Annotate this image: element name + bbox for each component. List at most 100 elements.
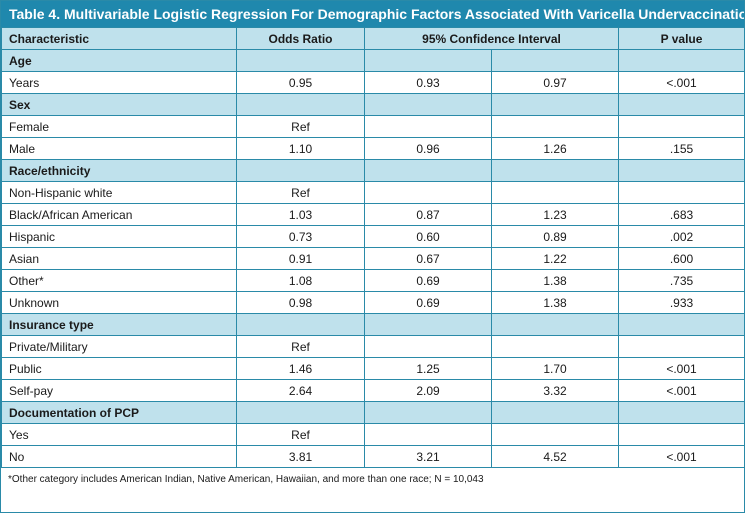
- header-characteristic: Characteristic: [1, 27, 237, 50]
- row-characteristic: Yes: [1, 423, 237, 446]
- row-characteristic: Self-pay: [1, 379, 237, 402]
- section-row: Documentation of PCP: [1, 401, 745, 424]
- row-ci-upper: 1.70: [491, 357, 619, 380]
- row-p-value: [618, 423, 745, 446]
- row-ci-lower: [364, 335, 492, 358]
- row-ci-lower: 3.21: [364, 445, 492, 468]
- row-characteristic: Female: [1, 115, 237, 138]
- row-p-value: <.001: [618, 357, 745, 380]
- section-row: Age: [1, 49, 745, 72]
- table-row: Unknown 0.98 0.69 1.38.933: [1, 291, 745, 314]
- row-odds-ratio: 3.81: [236, 445, 365, 468]
- row-ci-upper: 1.22: [491, 247, 619, 270]
- table-title: Table 4. Multivariable Logistic Regressi…: [1, 1, 744, 27]
- row-ci-lower: 0.67: [364, 247, 492, 270]
- row-p-value: <.001: [618, 445, 745, 468]
- section-empty-cell: [618, 159, 745, 182]
- section-empty-cell: [491, 401, 619, 424]
- row-ci-lower: [364, 423, 492, 446]
- table-row: No 3.81 3.21 4.52 <.001: [1, 445, 745, 468]
- row-ci-lower: 0.87: [364, 203, 492, 226]
- section-empty-cell: [491, 159, 619, 182]
- table-row: Asian 0.91 0.67 1.22.600: [1, 247, 745, 270]
- table-row: Female Ref: [1, 115, 745, 138]
- row-p-value: [618, 335, 745, 358]
- section-label: Race/ethnicity: [1, 159, 237, 182]
- section-empty-cell: [236, 49, 365, 72]
- section-row: Insurance type: [1, 313, 745, 336]
- row-ci-upper: 0.89: [491, 225, 619, 248]
- row-odds-ratio: 0.98: [236, 291, 365, 314]
- row-odds-ratio: 1.08: [236, 269, 365, 292]
- table-body: Age Years 0.95 0.93 0.97 <.001 Sex Female Ref Mal…: [1, 49, 745, 468]
- table-row: Private/Military Ref: [1, 335, 745, 358]
- row-ci-lower: 0.93: [364, 71, 492, 94]
- row-p-value: <.001: [618, 379, 745, 402]
- row-ci-upper: [491, 181, 619, 204]
- row-odds-ratio: 0.73: [236, 225, 365, 248]
- table-row: Years 0.95 0.93 0.97 <.001: [1, 71, 745, 94]
- row-ci-lower: 0.60: [364, 225, 492, 248]
- section-empty-cell: [364, 313, 492, 336]
- table-row: Black/African American 1.03 0.87 1.23.683: [1, 203, 745, 226]
- header-p-value: P value: [618, 27, 745, 50]
- section-empty-cell: [618, 401, 745, 424]
- section-label: Sex: [1, 93, 237, 116]
- table-row: Public 1.46 1.25 1.70 <.001: [1, 357, 745, 380]
- row-characteristic: No: [1, 445, 237, 468]
- section-empty-cell: [364, 49, 492, 72]
- table-row: Male 1.10 0.96 1.26.155: [1, 137, 745, 160]
- row-characteristic: Black/African American: [1, 203, 237, 226]
- row-odds-ratio: 1.10: [236, 137, 365, 160]
- section-row: Sex: [1, 93, 745, 116]
- table-row: Other* 1.08 0.69 1.38.735: [1, 269, 745, 292]
- section-label: Age: [1, 49, 237, 72]
- section-empty-cell: [618, 49, 745, 72]
- row-ci-upper: [491, 115, 619, 138]
- header-odds-ratio: Odds Ratio: [236, 27, 365, 50]
- section-empty-cell: [236, 401, 365, 424]
- row-characteristic: Non-Hispanic white: [1, 181, 237, 204]
- row-odds-ratio: Ref: [236, 181, 365, 204]
- row-p-value: .735: [618, 269, 745, 292]
- row-ci-upper: 3.32: [491, 379, 619, 402]
- row-p-value: .683: [618, 203, 745, 226]
- section-empty-cell: [491, 49, 619, 72]
- row-odds-ratio: 0.95: [236, 71, 365, 94]
- row-characteristic: Private/Military: [1, 335, 237, 358]
- row-ci-lower: 2.09: [364, 379, 492, 402]
- regression-table: Characteristic Odds Ratio 95% Confidence…: [1, 27, 745, 468]
- row-ci-lower: 1.25: [364, 357, 492, 380]
- row-p-value: [618, 115, 745, 138]
- row-characteristic: Unknown: [1, 291, 237, 314]
- row-characteristic: Asian: [1, 247, 237, 270]
- header-row: Characteristic Odds Ratio 95% Confidence…: [1, 27, 745, 50]
- row-p-value: .155: [618, 137, 745, 160]
- row-ci-upper: 1.26: [491, 137, 619, 160]
- section-empty-cell: [236, 159, 365, 182]
- section-empty-cell: [236, 313, 365, 336]
- row-ci-lower: [364, 115, 492, 138]
- section-empty-cell: [364, 401, 492, 424]
- row-ci-upper: 0.97: [491, 71, 619, 94]
- row-p-value: .933: [618, 291, 745, 314]
- row-characteristic: Years: [1, 71, 237, 94]
- footnote: *Other category includes American Indian…: [8, 474, 484, 485]
- table-row: Self-pay 2.64 2.09 3.32 <.001: [1, 379, 745, 402]
- row-ci-lower: 0.69: [364, 291, 492, 314]
- row-ci-upper: 4.52: [491, 445, 619, 468]
- row-characteristic: Hispanic: [1, 225, 237, 248]
- row-ci-lower: 0.96: [364, 137, 492, 160]
- row-p-value: .600: [618, 247, 745, 270]
- row-characteristic: Public: [1, 357, 237, 380]
- row-odds-ratio: 0.91: [236, 247, 365, 270]
- row-p-value: .002: [618, 225, 745, 248]
- row-odds-ratio: Ref: [236, 115, 365, 138]
- row-ci-upper: 1.38: [491, 269, 619, 292]
- table-row: Non-Hispanic white Ref: [1, 181, 745, 204]
- section-empty-cell: [364, 93, 492, 116]
- row-p-value: [618, 181, 745, 204]
- table-row: Hispanic 0.73 0.60 0.89.002: [1, 225, 745, 248]
- row-characteristic: Male: [1, 137, 237, 160]
- row-ci-upper: 1.23: [491, 203, 619, 226]
